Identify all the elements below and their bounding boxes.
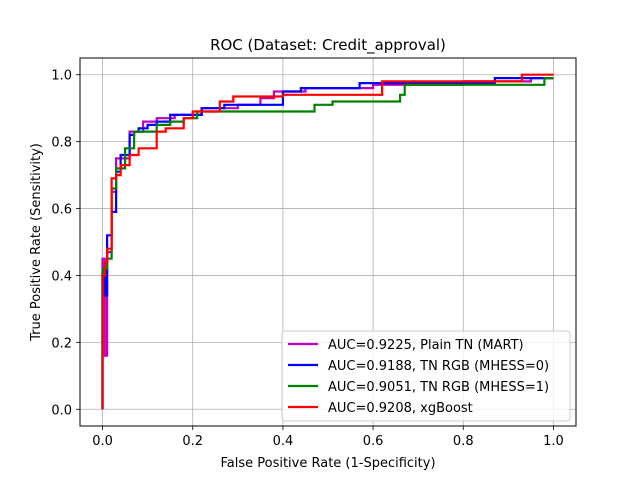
legend: AUC=0.9225, Plain TN (MART) AUC=0.9188, T…	[281, 330, 571, 422]
legend-label-4: AUC=0.9208, xgBoost	[328, 401, 473, 416]
y-tick-label: 0.8	[51, 136, 72, 151]
legend-label-2: AUC=0.9188, TN RGB (MHESS=0)	[328, 359, 549, 374]
x-tick-label: 0.8	[453, 434, 474, 449]
x-tick-label: 0.6	[363, 434, 384, 449]
axis-ticks: 0.0 0.2 0.4 0.6 0.8 1.0 0.0 0.2 0.4 0.6 0.8 1.0	[51, 69, 563, 449]
x-tick-label: 0.0	[92, 434, 113, 449]
y-tick-label: 0.2	[51, 336, 72, 351]
legend-label-1: AUC=0.9225, Plain TN (MART)	[328, 338, 524, 353]
x-tick-label: 0.4	[273, 434, 294, 449]
y-tick-label: 0.0	[51, 403, 72, 418]
y-tick-label: 1.0	[51, 69, 72, 84]
legend-label-3: AUC=0.9051, TN RGB (MHESS=1)	[328, 380, 549, 395]
x-tick-label: 0.2	[182, 434, 203, 449]
grid-lines	[80, 58, 576, 426]
x-axis-label: False Positive Rate (1-Specificity)	[220, 456, 435, 471]
chart-title: ROC (Dataset: Credit_approval)	[210, 36, 446, 55]
y-tick-label: 0.4	[51, 269, 72, 284]
legend-box	[281, 330, 571, 422]
series-line-4	[101, 73, 554, 410]
y-axis-label: True Positive Rate (Sensitivity)	[29, 143, 44, 342]
series-lines	[101, 73, 554, 410]
plot-frame	[79, 57, 577, 427]
y-tick-label: 0.6	[51, 203, 72, 218]
x-tick-label: 1.0	[543, 434, 564, 449]
